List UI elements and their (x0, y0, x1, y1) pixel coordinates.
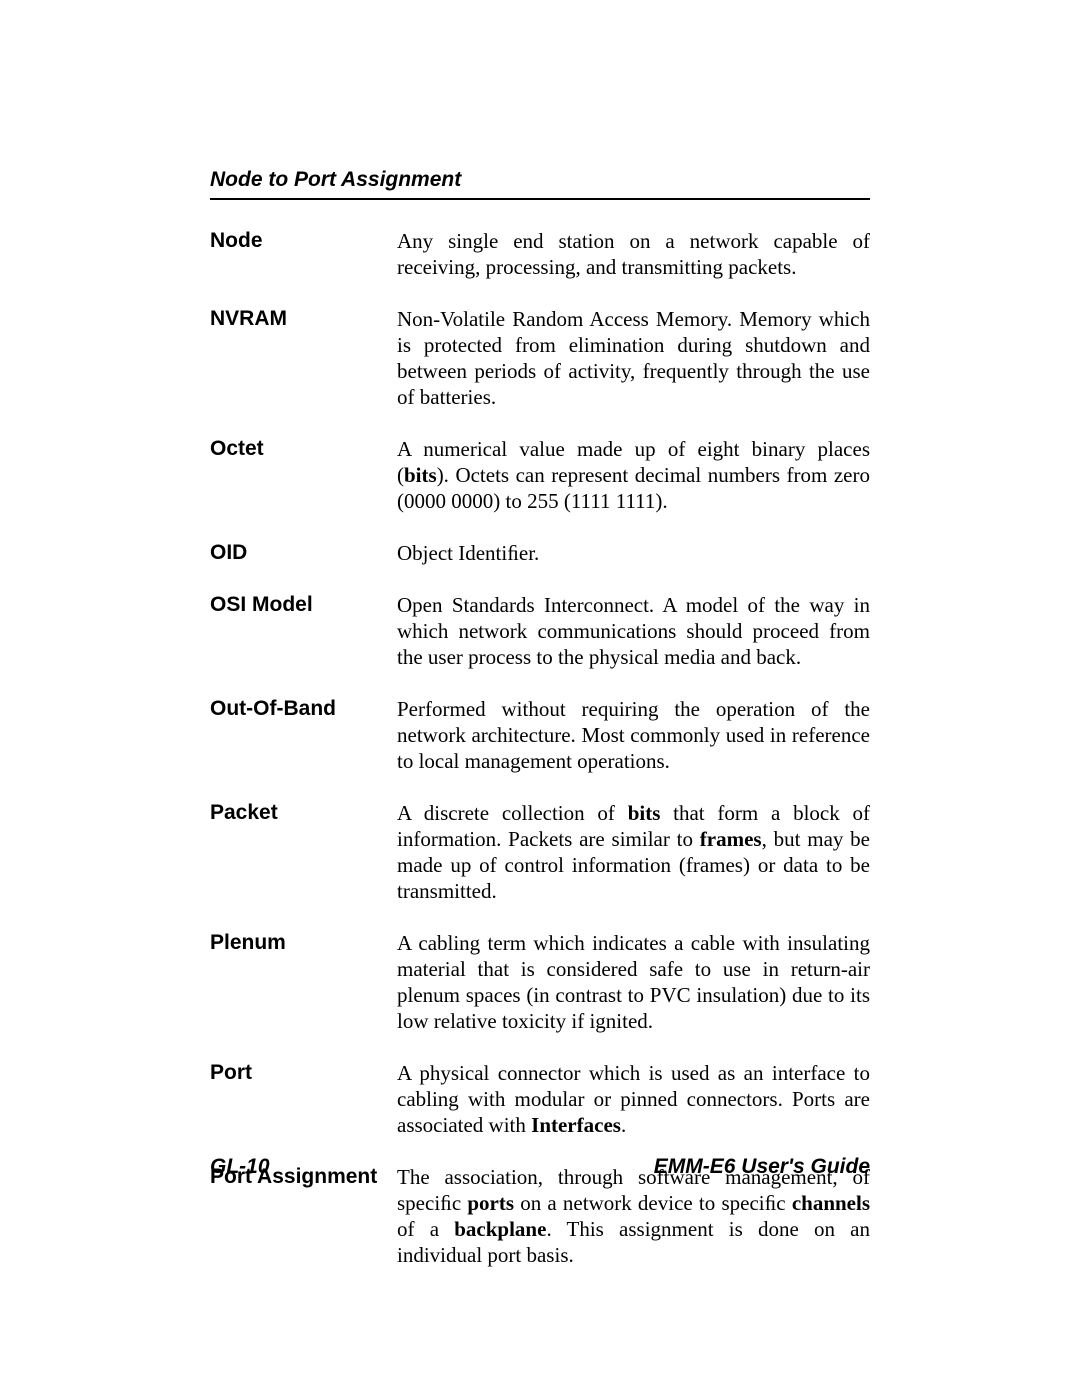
footer-page-number: GL-10 (210, 1155, 270, 1179)
glossary-definition: The association, through software manage… (397, 1164, 870, 1268)
glossary-entry: Out-Of-Band Performed without requiring … (210, 696, 870, 774)
section-header: Node to Port Assignment (210, 168, 870, 200)
glossary-definition: A discrete collection of bits that form … (397, 800, 870, 904)
page-footer: GL-10 EMM-E6 User's Guide (210, 1155, 870, 1179)
glossary-entry: Node Any single end station on a network… (210, 228, 870, 280)
glossary-definition: Performed without requiring the operatio… (397, 696, 870, 774)
glossary-entry: NVRAM Non-Volatile Random Access Memory.… (210, 306, 870, 410)
glossary-entry: Octet A numerical value made up of eight… (210, 436, 870, 514)
glossary-entry: Plenum A cabling term which indicates a … (210, 930, 870, 1034)
glossary-definition: A physical connector which is used as an… (397, 1060, 870, 1138)
glossary-term: Octet (210, 436, 397, 462)
glossary-term: Plenum (210, 930, 397, 956)
glossary-entry: OSI Model Open Standards Interconnect. A… (210, 592, 870, 670)
glossary-entry: Packet A discrete collection of bits tha… (210, 800, 870, 904)
glossary-term: NVRAM (210, 306, 397, 332)
glossary-entry: Port Assignment The association, through… (210, 1164, 870, 1268)
glossary-definition: Open Standards Interconnect. A model of … (397, 592, 870, 670)
glossary-term: Port (210, 1060, 397, 1086)
glossary-entry: OID Object Identiﬁer. (210, 540, 870, 566)
glossary-term: OSI Model (210, 592, 397, 618)
page: Node to Port Assignment Node Any single … (0, 0, 1080, 1397)
glossary-definition: Non-Volatile Random Access Memory. Memor… (397, 306, 870, 410)
glossary-term: Node (210, 228, 397, 254)
glossary-definition: Object Identiﬁer. (397, 540, 870, 566)
glossary-term: OID (210, 540, 397, 566)
glossary-definition: A numerical value made up of eight binar… (397, 436, 870, 514)
glossary-definition: A cabling term which indicates a cable w… (397, 930, 870, 1034)
footer-book-title: EMM-E6 User's Guide (654, 1155, 870, 1179)
glossary-term: Packet (210, 800, 397, 826)
glossary-term: Out-Of-Band (210, 696, 397, 722)
glossary-entry: Port A physical connector which is used … (210, 1060, 870, 1138)
glossary-definition: Any single end station on a network capa… (397, 228, 870, 280)
